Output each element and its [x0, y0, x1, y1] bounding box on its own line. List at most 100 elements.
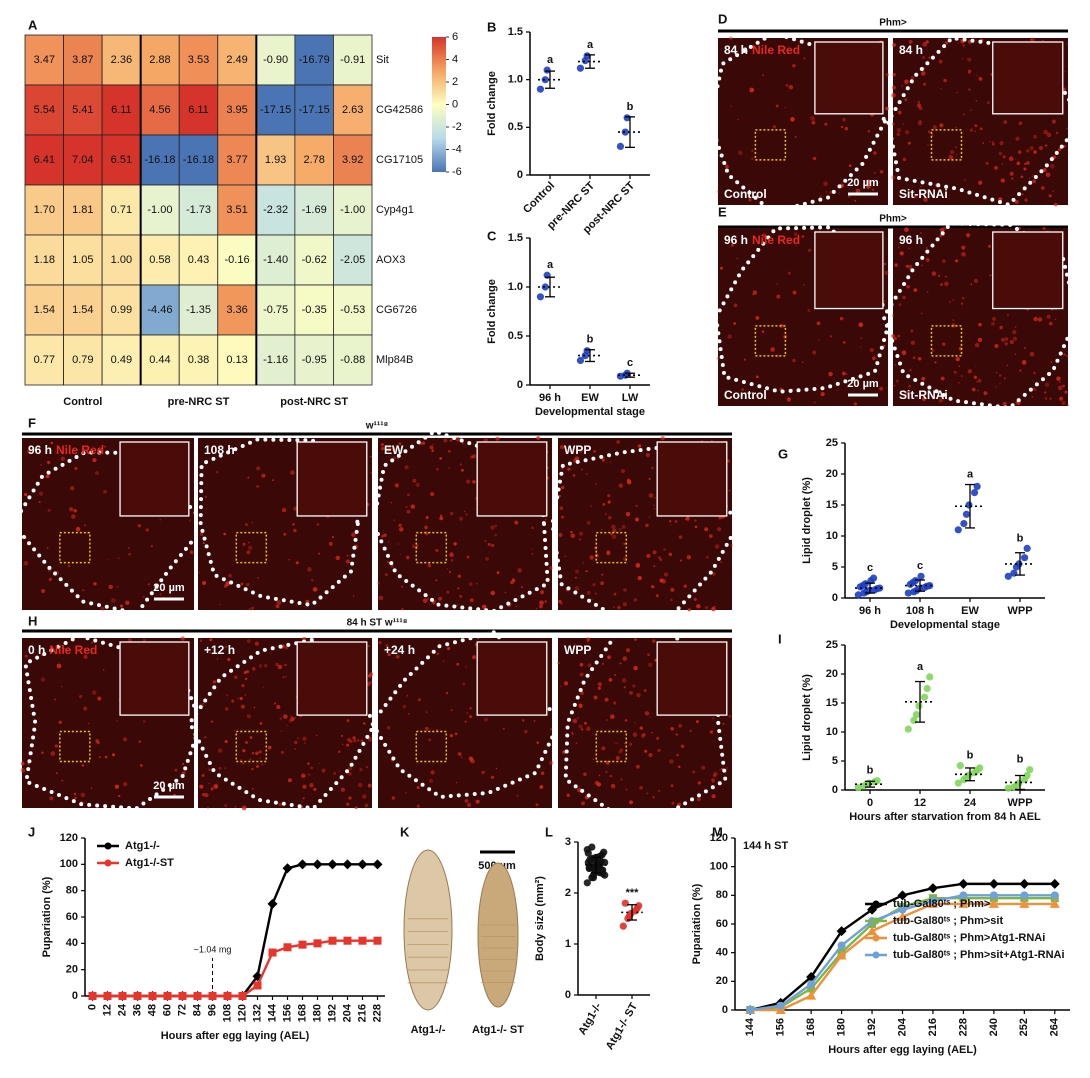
lipid-speck: [1048, 194, 1052, 198]
cell-label: 0.77: [34, 354, 55, 366]
lipid-speck: [239, 696, 243, 701]
lipid-speck: [401, 585, 404, 588]
lipid-speck: [917, 103, 922, 108]
lipid-speck: [977, 378, 982, 383]
lipid-speck: [446, 568, 449, 570]
marker: [989, 891, 998, 900]
lipid-speck: [938, 397, 944, 403]
lipid-speck: [632, 684, 636, 688]
lipid-speck: [675, 733, 678, 736]
lipid-speck: [753, 397, 755, 400]
lipid-speck: [288, 559, 290, 561]
lipid-speck: [1026, 149, 1030, 153]
cell-label: 3.95: [226, 104, 247, 116]
lipid-speck: [812, 156, 817, 161]
lipid-speck: [125, 600, 130, 605]
x-tick-label: 108 h: [906, 605, 934, 617]
lipid-speck: [559, 444, 565, 450]
lipid-speck: [139, 764, 143, 767]
lipid-speck: [295, 561, 299, 565]
lipid-speck: [946, 191, 948, 193]
lipid-speck: [943, 281, 949, 287]
lipid-speck: [712, 773, 717, 778]
marker: [746, 1006, 755, 1014]
lipid-speck: [231, 699, 235, 703]
lipid-speck: [596, 782, 602, 787]
lipid-speck: [725, 164, 729, 169]
marker: [806, 990, 817, 1000]
lipid-speck: [199, 639, 203, 642]
lipid-speck: [961, 58, 964, 60]
heatmap-cell: [24, 334, 64, 386]
lipid-speck: [461, 442, 465, 445]
lipid-speck: [1006, 364, 1009, 367]
lipid-speck: [515, 605, 517, 608]
lipid-speck: [613, 592, 617, 596]
lipid-speck: [397, 543, 400, 545]
lipid-speck: [617, 605, 621, 610]
lipid-speck: [310, 766, 314, 770]
lipid-speck: [455, 436, 461, 442]
cell-label: -17.15: [299, 104, 330, 116]
lipid-speck: [898, 302, 902, 307]
lipid-speck: [227, 657, 231, 662]
cell-label: 1.93: [265, 154, 286, 166]
lipid-speck: [316, 523, 320, 526]
lipid-speck: [80, 792, 86, 798]
tissue-outline: [187, 637, 378, 811]
inset: [814, 231, 884, 310]
lipid-speck: [611, 534, 617, 539]
lipid-speck: [1012, 329, 1017, 335]
cell-label: -17.15: [260, 104, 291, 116]
lipid-speck: [896, 127, 902, 133]
lipid-speck: [712, 717, 715, 720]
time-label: 96 h: [28, 443, 52, 457]
lipid-speck: [307, 567, 312, 572]
lipid-speck: [629, 800, 633, 805]
lipid-speck: [353, 739, 357, 743]
lipid-speck: [426, 597, 430, 601]
lipid-speck: [948, 155, 954, 160]
lipid-speck: [761, 330, 765, 334]
data-point: [1004, 784, 1012, 792]
lipid-speck: [1030, 37, 1035, 43]
lipid-speck: [884, 270, 889, 275]
lipid-speck: [967, 369, 973, 374]
lipid-speck: [634, 517, 639, 522]
panel-letter: D: [718, 11, 727, 26]
lipid-speck: [407, 712, 410, 715]
cell-label: -1.16: [263, 354, 288, 366]
lipid-speck: [711, 794, 716, 799]
lipid-speck: [465, 513, 468, 516]
lipid-speck: [469, 707, 472, 710]
lipid-speck: [406, 694, 409, 697]
lipid-speck: [587, 663, 592, 668]
lipid-speck: [974, 130, 977, 133]
lipid-speck: [1024, 198, 1028, 202]
lipid-speck: [728, 714, 732, 718]
lipid-speck: [873, 172, 876, 174]
significance-letter: b: [1017, 532, 1024, 544]
data-point: [1010, 569, 1018, 577]
legend-label: tub-Gal80ᵗˢ ; Phm>Atg1-RNAi: [893, 932, 1045, 944]
lipid-speck: [678, 724, 682, 728]
lipid-speck: [803, 283, 805, 286]
lipid-speck: [465, 666, 467, 668]
lipid-speck: [107, 559, 109, 561]
lipid-speck: [601, 573, 604, 576]
y-axis-label: Fold change: [486, 279, 498, 344]
heatmap-cell: [217, 134, 257, 186]
lipid-speck: [829, 335, 833, 338]
lipid-speck: [541, 637, 544, 639]
lipid-speck: [694, 525, 698, 529]
lipid-speck: [720, 767, 724, 770]
lipid-speck: [233, 729, 236, 732]
lipid-speck: [910, 340, 916, 345]
lipid-speck: [318, 552, 321, 555]
lipid-speck: [629, 742, 633, 746]
lipid-speck: [199, 532, 204, 536]
y-tick-label: 0: [517, 169, 523, 181]
lipid-speck: [1056, 131, 1059, 135]
significance-letter: a: [547, 54, 554, 66]
lipid-speck: [979, 127, 983, 131]
